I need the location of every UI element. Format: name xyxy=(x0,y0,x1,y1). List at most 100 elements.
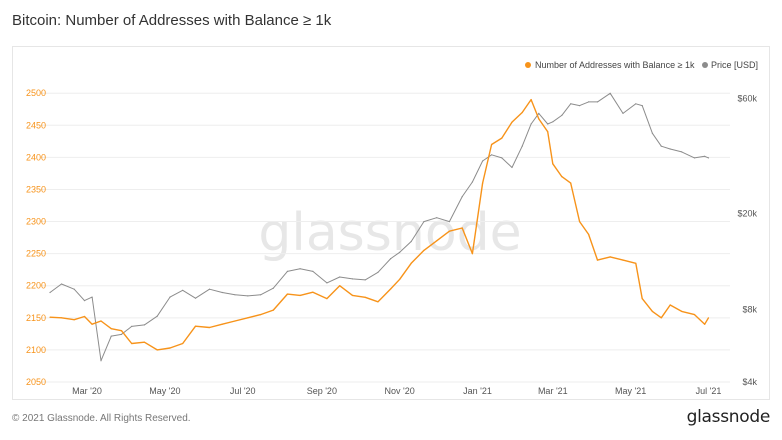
legend-marker-price xyxy=(702,62,708,68)
addresses-line-point xyxy=(272,309,274,311)
price-line-point xyxy=(681,151,683,153)
addresses-line-point xyxy=(579,221,581,223)
addresses-line-point xyxy=(651,310,654,312)
left-tick-label: 2200 xyxy=(26,281,46,291)
price-line-point xyxy=(704,155,706,157)
legend[interactable]: Number of Addresses with Balance ≥ 1k Pr… xyxy=(525,60,758,70)
addresses-line-point xyxy=(260,314,262,316)
price-line-point xyxy=(120,333,123,335)
price-line-point xyxy=(579,105,581,107)
right-tick-label: $60k xyxy=(737,93,757,103)
left-tick-label: 2500 xyxy=(26,88,46,98)
price-line-point xyxy=(651,132,654,134)
price-line-point xyxy=(326,282,328,284)
addresses-series xyxy=(49,98,710,351)
price-line-point xyxy=(364,279,366,281)
addresses-line-point xyxy=(208,326,211,329)
price-line-point xyxy=(530,123,532,125)
price-line-point xyxy=(247,295,249,297)
price-line-point xyxy=(596,101,599,103)
price-line-point xyxy=(511,166,513,169)
addresses-line-point xyxy=(73,319,75,321)
price-line-point xyxy=(110,335,112,337)
price-line-point xyxy=(156,315,158,317)
price-line-point xyxy=(272,287,274,289)
x-tick-label: Jul '21 xyxy=(696,386,722,396)
copyright-text: © 2021 Glassnode. All Rights Reserved. xyxy=(12,413,191,424)
x-tick-label: May '21 xyxy=(615,386,646,396)
left-tick-label: 2400 xyxy=(26,152,46,162)
addresses-line-point xyxy=(547,131,549,133)
x-tick-label: Mar '20 xyxy=(72,386,102,396)
addresses-line-point xyxy=(100,320,102,322)
price-line-point xyxy=(83,300,86,302)
addresses-line-point xyxy=(641,298,643,300)
price-line-point xyxy=(635,103,637,105)
addresses-line-point xyxy=(471,253,473,255)
addresses-line-point xyxy=(436,240,438,242)
price-line-point xyxy=(410,240,412,243)
addresses-line-point xyxy=(131,342,133,345)
legend-label-price[interactable]: Price [USD] xyxy=(711,60,758,70)
addresses-line-point xyxy=(49,316,51,318)
left-tick-label: 2100 xyxy=(26,345,46,355)
price-line-point xyxy=(299,268,301,270)
price-line-point xyxy=(609,92,611,94)
price-line-point xyxy=(491,154,493,156)
addresses-line-point xyxy=(194,325,197,327)
addresses-line-point xyxy=(423,249,425,251)
price-series xyxy=(49,92,710,362)
addresses-line-point xyxy=(286,293,288,295)
glassnode-logo[interactable]: glassnode xyxy=(686,407,771,427)
price-line-point xyxy=(423,221,425,223)
addresses-line-point xyxy=(299,294,301,296)
price-line-point xyxy=(521,145,523,147)
price-line-point xyxy=(286,270,288,272)
x-tick-label: Jan '21 xyxy=(463,386,492,396)
price-line-point xyxy=(131,325,133,327)
price-line-point xyxy=(377,271,379,273)
addresses-line-point xyxy=(501,137,503,139)
price-line-point xyxy=(208,288,211,290)
x-tick-label: Mar '21 xyxy=(538,386,568,396)
addresses-line-point xyxy=(221,323,223,325)
addresses-line-point xyxy=(622,259,624,261)
addresses-line-point xyxy=(91,323,93,325)
price-line-point xyxy=(482,160,484,162)
chart-frame xyxy=(12,46,770,400)
price-line-point xyxy=(552,121,554,123)
addresses-line-point xyxy=(461,227,463,229)
x-tick-label: May '20 xyxy=(149,386,180,396)
addresses-line-point xyxy=(552,163,554,165)
addresses-line-point xyxy=(704,323,706,325)
price-line-point xyxy=(351,278,354,280)
chart-title: Bitcoin: Number of Addresses with Balanc… xyxy=(12,12,332,29)
x-tick-label: Nov '20 xyxy=(385,386,415,396)
addresses-line-point xyxy=(247,317,249,319)
price-line-point xyxy=(693,157,696,159)
price-line-point xyxy=(312,270,314,272)
addresses-line-point xyxy=(169,347,171,349)
x-axis: Mar '20 May '20 Jul '20 Sep '20 Nov '20 Jan '… xyxy=(72,386,721,396)
right-tick-label: $20k xyxy=(737,208,757,218)
addresses-line-point xyxy=(538,118,540,120)
price-line-point xyxy=(60,283,63,285)
x-tick-label: Jul '20 xyxy=(230,386,256,396)
addresses-line-point xyxy=(482,182,484,184)
price-line-point xyxy=(547,123,549,125)
left-tick-label: 2250 xyxy=(26,249,46,259)
right-tick-label: $4k xyxy=(742,377,757,387)
addresses-line-point xyxy=(60,317,63,319)
legend-label-addresses[interactable]: Number of Addresses with Balance ≥ 1k xyxy=(535,60,695,70)
legend-marker-addresses xyxy=(525,62,531,68)
price-line-point xyxy=(622,112,624,114)
addresses-line-point xyxy=(681,310,683,312)
addresses-line-point xyxy=(570,182,572,184)
price-line-point xyxy=(660,145,662,147)
price-line-point xyxy=(260,294,262,296)
addresses-line-point xyxy=(588,233,590,235)
addresses-line-point xyxy=(511,121,513,123)
price-line-point xyxy=(234,294,236,296)
addresses-line-point xyxy=(491,143,493,146)
